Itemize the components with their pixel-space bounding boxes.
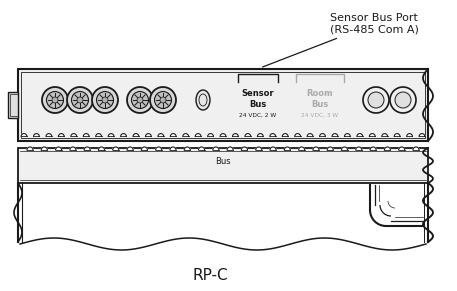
Circle shape xyxy=(42,87,68,113)
Polygon shape xyxy=(113,147,119,150)
Polygon shape xyxy=(98,147,105,150)
Circle shape xyxy=(102,97,108,103)
Polygon shape xyxy=(145,134,151,136)
Polygon shape xyxy=(382,134,388,136)
Polygon shape xyxy=(384,147,390,150)
Polygon shape xyxy=(41,147,48,150)
Polygon shape xyxy=(341,147,347,150)
Polygon shape xyxy=(127,147,133,150)
Polygon shape xyxy=(184,147,190,150)
Polygon shape xyxy=(58,134,64,136)
Polygon shape xyxy=(327,147,333,150)
Bar xyxy=(18,148,428,183)
Polygon shape xyxy=(332,134,338,136)
Polygon shape xyxy=(121,134,127,136)
Circle shape xyxy=(137,97,143,103)
Polygon shape xyxy=(394,134,400,136)
Polygon shape xyxy=(83,134,89,136)
Polygon shape xyxy=(170,147,176,150)
Circle shape xyxy=(47,91,64,109)
Text: RP-C: RP-C xyxy=(192,267,228,283)
Circle shape xyxy=(363,87,389,113)
Polygon shape xyxy=(56,147,62,150)
Polygon shape xyxy=(270,147,276,150)
Polygon shape xyxy=(46,134,52,136)
Polygon shape xyxy=(96,134,101,136)
Polygon shape xyxy=(198,147,205,150)
Circle shape xyxy=(52,97,58,103)
Circle shape xyxy=(160,97,166,103)
Polygon shape xyxy=(256,147,262,150)
Bar xyxy=(21,72,425,138)
Text: Sensor
Bus: Sensor Bus xyxy=(242,89,274,109)
Polygon shape xyxy=(295,134,301,136)
Bar xyxy=(10,94,18,116)
Text: 24 VDC, 3 W: 24 VDC, 3 W xyxy=(302,113,339,118)
Polygon shape xyxy=(183,134,189,136)
Polygon shape xyxy=(27,147,33,150)
Polygon shape xyxy=(133,134,139,136)
Circle shape xyxy=(127,87,153,113)
Polygon shape xyxy=(33,134,39,136)
Text: 24 VDC, 2 W: 24 VDC, 2 W xyxy=(239,113,276,118)
Polygon shape xyxy=(21,134,27,136)
Polygon shape xyxy=(356,147,362,150)
Polygon shape xyxy=(257,134,263,136)
Circle shape xyxy=(77,97,83,103)
Polygon shape xyxy=(319,134,325,136)
Circle shape xyxy=(132,91,149,109)
Text: Bus: Bus xyxy=(215,157,231,166)
Circle shape xyxy=(96,91,113,109)
Polygon shape xyxy=(413,147,419,150)
Circle shape xyxy=(154,91,171,109)
Polygon shape xyxy=(170,134,176,136)
Ellipse shape xyxy=(196,90,210,110)
Polygon shape xyxy=(156,147,162,150)
Polygon shape xyxy=(399,147,405,150)
Polygon shape xyxy=(84,147,90,150)
Polygon shape xyxy=(407,134,412,136)
Polygon shape xyxy=(369,134,375,136)
Polygon shape xyxy=(284,147,290,150)
Polygon shape xyxy=(195,134,201,136)
Circle shape xyxy=(150,87,176,113)
Polygon shape xyxy=(70,147,76,150)
Circle shape xyxy=(368,92,384,108)
Polygon shape xyxy=(108,134,114,136)
Polygon shape xyxy=(245,134,251,136)
Polygon shape xyxy=(213,147,219,150)
Circle shape xyxy=(92,87,118,113)
Polygon shape xyxy=(207,134,213,136)
Text: Room
Bus: Room Bus xyxy=(307,89,333,109)
Polygon shape xyxy=(71,134,77,136)
Polygon shape xyxy=(345,134,350,136)
Polygon shape xyxy=(419,134,425,136)
Circle shape xyxy=(390,87,416,113)
Polygon shape xyxy=(357,134,363,136)
Polygon shape xyxy=(241,147,248,150)
Bar xyxy=(8,92,18,118)
Polygon shape xyxy=(158,134,164,136)
Text: Sensor Bus Port
(RS-485 Com A): Sensor Bus Port (RS-485 Com A) xyxy=(263,13,419,67)
Polygon shape xyxy=(307,134,313,136)
Bar xyxy=(18,69,428,141)
Circle shape xyxy=(71,91,89,109)
Polygon shape xyxy=(141,147,148,150)
Polygon shape xyxy=(270,134,276,136)
Circle shape xyxy=(395,92,411,108)
Polygon shape xyxy=(370,147,376,150)
Polygon shape xyxy=(220,134,226,136)
Polygon shape xyxy=(282,134,288,136)
Polygon shape xyxy=(313,147,319,150)
Circle shape xyxy=(67,87,93,113)
Polygon shape xyxy=(233,134,238,136)
Polygon shape xyxy=(227,147,233,150)
Polygon shape xyxy=(298,147,305,150)
